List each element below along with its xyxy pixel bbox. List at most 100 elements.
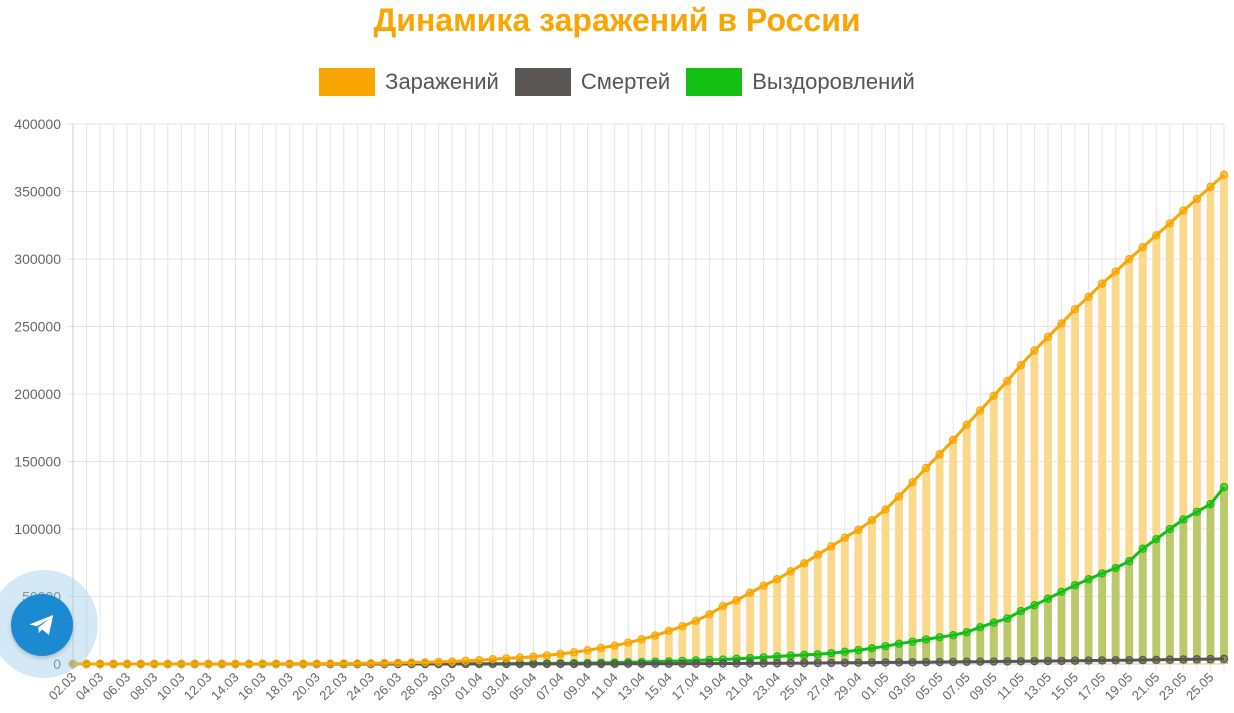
point-recovered [800, 650, 809, 660]
legend-swatch-recovered [686, 68, 743, 96]
point-infected [1043, 332, 1053, 342]
point-infected [623, 638, 633, 647]
point-deaths [542, 659, 552, 669]
bar-infected [1003, 380, 1012, 664]
point-infected [515, 653, 525, 662]
point-infected [95, 659, 105, 669]
legend-item-infected[interactable]: Заражений [319, 68, 499, 96]
point-infected [976, 406, 985, 415]
x-tick-label: 14.03 [208, 670, 242, 704]
x-tick-label: 07.04 [533, 670, 567, 704]
point-infected [948, 435, 958, 445]
x-tick-label: 10.03 [154, 670, 188, 704]
bar-infected [827, 546, 836, 664]
point-infected [542, 651, 552, 660]
point-recovered [1070, 580, 1080, 590]
point-deaths [1125, 655, 1134, 665]
point-infected [393, 658, 403, 668]
legend-swatch-deaths [514, 68, 571, 96]
point-infected [1003, 376, 1012, 386]
point-deaths [894, 658, 904, 667]
x-tick-label: 06.03 [100, 670, 134, 704]
legend-item-deaths[interactable]: Смертей [514, 68, 671, 96]
point-infected [840, 533, 850, 542]
bar-infected [949, 439, 958, 664]
point-infected [109, 659, 118, 669]
x-tick-label: 21.04 [723, 670, 757, 704]
x-tick-label: 16.03 [235, 670, 269, 704]
bar-infected [597, 647, 606, 664]
x-tick-label: 25.05 [1183, 670, 1217, 704]
point-deaths [718, 659, 728, 668]
point-infected [1016, 360, 1026, 370]
bar-infected [556, 653, 565, 664]
bar-infected [922, 467, 931, 664]
point-infected [529, 652, 538, 661]
bar-recovered [1098, 573, 1107, 664]
point-recovered [1152, 534, 1161, 544]
bar-infected [773, 579, 782, 664]
point-infected [596, 643, 606, 653]
point-deaths [1206, 654, 1215, 664]
bar-recovered [935, 637, 944, 664]
x-tick-label: 23.04 [750, 670, 784, 704]
telegram-button[interactable] [11, 594, 73, 656]
point-recovered [1030, 600, 1039, 610]
point-infected [800, 559, 809, 568]
point-recovered [813, 650, 822, 659]
x-tick-label: 03.05 [885, 670, 919, 704]
point-deaths [596, 659, 606, 669]
point-deaths [1097, 656, 1107, 665]
bar-recovered [1044, 598, 1052, 664]
bar-recovered [976, 627, 985, 664]
point-deaths [976, 657, 985, 666]
x-tick-label: 17.05 [1075, 670, 1109, 704]
point-infected [854, 525, 863, 535]
point-infected [1097, 279, 1107, 288]
bar-infected [1125, 259, 1134, 664]
legend-label-recovered: Выздоровлений [752, 69, 915, 94]
bar-infected [1016, 365, 1025, 664]
x-tick-label: 27.04 [804, 670, 838, 704]
legend-item-recovered[interactable]: Выздоровлений [686, 68, 915, 96]
x-tick-label: 17.04 [668, 670, 702, 704]
point-infected [678, 622, 687, 631]
point-deaths [1165, 655, 1175, 664]
point-recovered [854, 645, 863, 655]
x-tick-label: 04.03 [73, 670, 107, 704]
bar-infected [908, 482, 917, 664]
bar-infected [570, 652, 578, 664]
point-infected [1152, 231, 1161, 240]
point-recovered [948, 631, 958, 640]
point-recovered [894, 639, 904, 648]
x-tick-label: 15.05 [1048, 670, 1082, 704]
bar-infected [746, 592, 754, 664]
point-recovered [772, 652, 782, 661]
legend-label-deaths: Смертей [580, 69, 671, 94]
point-infected [488, 655, 497, 664]
bar-recovered [1030, 605, 1039, 664]
x-tick-label: 21.05 [1129, 670, 1163, 704]
point-deaths [1003, 657, 1012, 666]
bar-infected [1165, 223, 1174, 664]
x-tick-label: 28.03 [398, 670, 432, 704]
point-infected [718, 601, 728, 611]
point-recovered [1097, 569, 1107, 578]
point-recovered [921, 635, 931, 644]
point-infected [962, 420, 971, 430]
x-tick-label: 01.05 [858, 670, 892, 704]
bar-infected [1192, 198, 1201, 664]
point-deaths [840, 658, 850, 668]
point-infected [339, 659, 349, 668]
point-deaths [772, 659, 782, 668]
bar-infected [1179, 210, 1188, 664]
bar-recovered [962, 632, 971, 664]
bar-infected [637, 639, 646, 664]
y-tick-label: 300000 [14, 251, 61, 267]
point-infected [813, 550, 822, 559]
point-infected [583, 646, 592, 655]
point-deaths [962, 657, 971, 667]
chart-legend: Заражений Смертей Выздоровлений [0, 68, 1234, 96]
point-recovered [1219, 482, 1229, 492]
